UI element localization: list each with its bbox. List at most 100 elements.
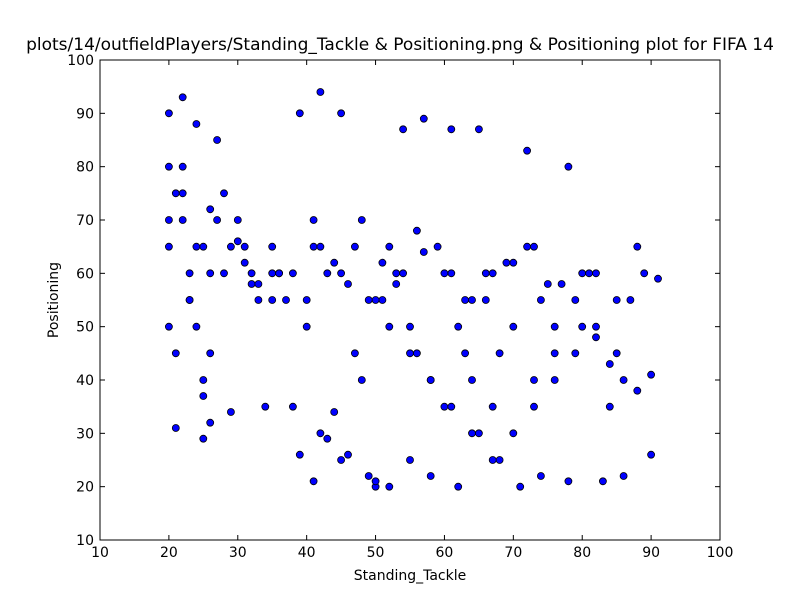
x-tick-label: 90 [642,545,660,561]
data-point [268,296,277,304]
data-point [619,472,628,480]
data-point [247,269,256,278]
x-tick-label: 50 [367,545,385,561]
data-point [578,322,587,331]
data-point [509,322,518,331]
x-tick-label: 60 [436,545,454,561]
data-point [488,269,497,278]
data-point [282,296,290,304]
x-tick-label: 70 [504,545,522,561]
y-tick-label: 70 [76,213,94,229]
data-point [454,322,463,331]
data-point [488,456,497,464]
data-point [178,93,187,102]
data-point [199,242,208,251]
data-point [474,125,483,134]
data-point [254,296,263,304]
data-point [426,376,435,384]
data-point [164,216,173,224]
data-point [171,189,180,198]
data-point [385,242,394,251]
data-point [626,296,635,304]
x-tick-label: 80 [573,545,591,561]
data-point [440,402,449,411]
data-point [164,109,173,118]
data-point [454,482,463,491]
data-point [344,450,352,459]
data-point [309,477,318,486]
data-point [171,349,180,358]
data-point [647,450,655,459]
data-point [350,349,359,358]
data-point [337,456,346,464]
data-point [640,269,649,278]
data-point [337,109,346,118]
data-point [585,269,593,278]
data-point [468,429,476,438]
data-point [564,162,573,171]
x-axis-label: Standing_Tackle [354,568,467,584]
data-point [385,322,394,331]
data-point [164,322,173,331]
y-tick-label: 80 [76,160,94,176]
y-tick-label: 10 [76,533,94,549]
data-point [392,280,401,288]
data-point [537,472,545,480]
data-point [178,162,187,171]
data-point [288,402,297,411]
data-point [337,269,346,278]
data-point [406,349,414,358]
data-point [178,189,187,198]
data-point [371,477,380,486]
data-point [571,296,580,304]
data-point [543,280,552,288]
data-point [605,402,614,411]
data-point [516,482,525,491]
y-tick-label: 50 [76,320,94,336]
data-point [419,114,428,123]
y-tick-label: 90 [76,106,94,122]
data-point [468,376,476,384]
data-point [619,376,628,384]
data-point [537,296,545,304]
x-tick-label: 20 [160,545,178,561]
data-point [302,322,311,331]
y-tick-label: 30 [76,426,94,442]
plot-frame [99,59,721,541]
data-point [226,408,235,416]
ticks-layer: 10 20 30 40 50 60 70 80 90 100 10 20 30 40 50 60 70 80 90 1… [67,53,733,561]
data-point [530,376,538,384]
data-point [316,88,325,96]
data-point [578,269,587,278]
data-point [406,456,414,464]
y-axis-label: Positioning [46,262,62,338]
data-point [399,125,408,134]
data-point [206,205,215,214]
data-point [171,424,180,432]
data-point [199,392,208,400]
data-point [447,269,456,278]
data-point [530,242,538,251]
data-point [371,296,380,304]
x-tick-label: 30 [229,545,247,561]
data-point [599,477,607,486]
data-point [323,269,332,278]
data-point [426,472,435,480]
data-point [206,349,215,358]
data-point [523,146,531,155]
y-tick-label: 100 [67,53,94,69]
data-point [288,269,297,278]
data-point [440,269,449,278]
data-point [557,280,566,288]
points-layer [164,88,662,491]
data-point [392,269,401,278]
data-point [571,349,580,358]
data-point [419,248,428,256]
data-point [592,269,600,278]
data-point [192,120,201,128]
data-point [213,136,222,144]
data-point [550,349,559,358]
data-point [481,296,490,304]
data-point [206,418,215,427]
